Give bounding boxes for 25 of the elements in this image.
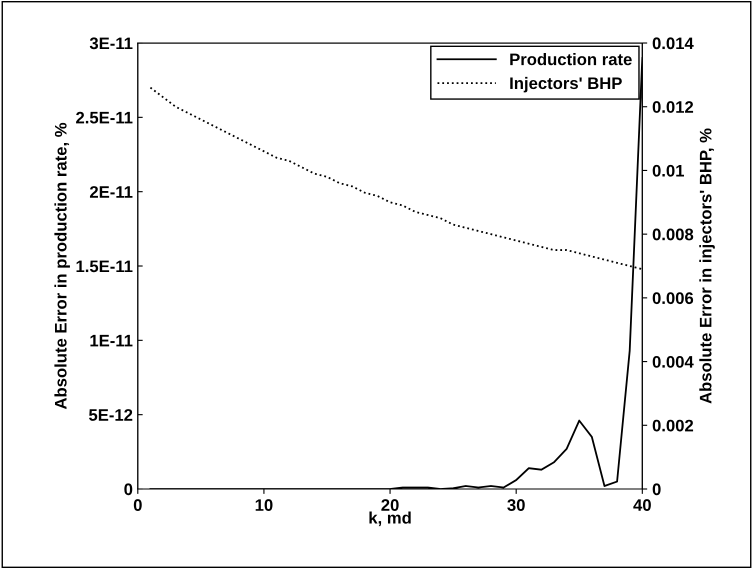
y-tick-label: 1.5E-11 <box>76 260 132 272</box>
x-tick-label: 0 <box>134 499 142 511</box>
y2-tick-label: 0 <box>652 483 661 496</box>
y-tick-label: 3E-11 <box>90 37 132 50</box>
y2-tick-label: 0.012 <box>652 101 694 113</box>
legend-label: Injectors' BHP <box>510 76 622 92</box>
y-tick-label: 2.5E-11 <box>76 112 132 124</box>
x-axis-title: k, md <box>369 511 411 526</box>
y-axis-title: Absolute Error in production rate, % <box>54 122 70 410</box>
legend-label: Production rate <box>510 53 632 66</box>
y2-axis-title: Absolute Error in injectors' BHP, % <box>699 128 715 404</box>
y2-tick-label: 0.01 <box>652 164 684 177</box>
x-tick-label: 30 <box>507 499 525 511</box>
y2-tick-label: 0.006 <box>652 292 694 304</box>
y-tick-label: 0 <box>124 483 132 496</box>
y2-tick-label: 0.002 <box>652 420 694 432</box>
x-tick-label: 40 <box>633 499 651 511</box>
y2-tick-label: 0.004 <box>652 356 694 368</box>
y2-tick-label: 0.008 <box>652 228 694 240</box>
y-tick-label: 1E-11 <box>90 334 132 346</box>
y-tick-label: 2E-11 <box>90 186 132 198</box>
x-tick-label: 10 <box>256 499 273 511</box>
y2-tick-label: 0.014 <box>652 37 694 50</box>
x-tick-label: 20 <box>381 499 399 511</box>
y-tick-label: 5E-12 <box>88 409 132 421</box>
